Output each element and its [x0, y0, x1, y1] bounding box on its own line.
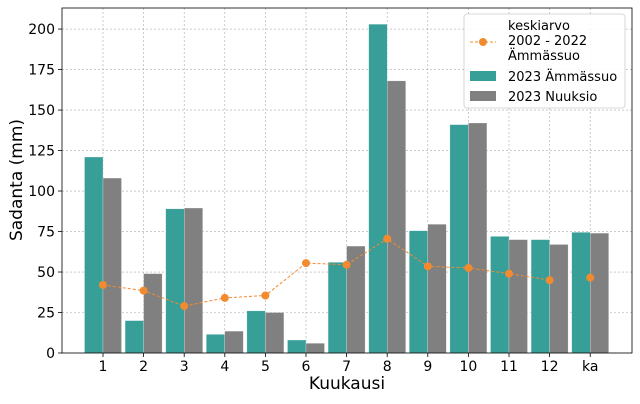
x-axis-label: Kuukausi: [309, 374, 385, 394]
legend-label-average-2: 2002 - 2022: [508, 34, 587, 49]
average-point: [586, 273, 595, 282]
average-point: [505, 269, 513, 278]
bar-nuuksio: [102, 177, 122, 354]
legend-swatch-nuuksio: [470, 91, 496, 101]
x-tick-label: 5: [261, 359, 270, 375]
y-tick-label: 100: [28, 184, 55, 200]
average-point: [139, 286, 148, 295]
bar-nuuksio: [265, 312, 285, 354]
legend-swatch-ammassuo: [470, 71, 496, 81]
bar-ammassuo: [409, 230, 428, 354]
average-point: [545, 276, 554, 285]
bar-ammassuo: [368, 23, 388, 354]
y-tick-label: 150: [28, 103, 55, 119]
legend-marker-swatch: [479, 38, 487, 46]
y-tick-label: 25: [37, 306, 55, 322]
y-tick-label: 175: [28, 63, 55, 79]
bar-ammassuo: [246, 310, 266, 354]
average-point: [383, 234, 392, 243]
legend-label-nuuksio: 2023 Nuuksio: [508, 90, 597, 105]
x-axis-ticks: 1 2 3 4 5 6 7 8 9 10 11 12 ka: [99, 353, 598, 375]
legend-label-average-3: Ämmässuo: [508, 48, 580, 64]
bar-ammassuo: [327, 262, 347, 354]
y-tick-label: 50: [37, 265, 55, 281]
bar-nuuksio: [590, 232, 609, 354]
x-tick-label: 9: [423, 359, 432, 375]
y-axis-ticks: 0 25 50 75 100 125 150 175 200: [28, 22, 62, 362]
bar-nuuksio: [143, 273, 163, 354]
legend: keskiarvo 2002 - 2022 Ämmässuo 2023 Ämmä…: [463, 13, 626, 109]
x-tick-label: 4: [220, 359, 229, 375]
x-tick-label: 10: [459, 359, 477, 375]
bar-nuuksio: [224, 330, 244, 354]
bar-nuuksio: [549, 244, 569, 354]
x-tick-label: 11: [500, 359, 518, 375]
bar-ammassuo: [84, 156, 104, 354]
x-tick-label: 6: [302, 359, 311, 375]
average-line: [99, 234, 595, 311]
y-tick-label: 75: [37, 225, 55, 241]
legend-label-average-1: keskiarvo: [508, 19, 570, 34]
x-tick-label: ka: [582, 359, 598, 375]
average-point: [423, 262, 432, 271]
average-point: [180, 302, 189, 311]
bar-nuuksio: [183, 207, 203, 354]
legend-label-ammassuo: 2023 Ämmässuo: [508, 69, 617, 85]
average-point: [99, 280, 107, 289]
average-point: [220, 293, 229, 302]
x-tick-label: 7: [342, 359, 351, 375]
bar-ammassuo: [530, 239, 550, 354]
bar-ammassuo: [571, 232, 591, 354]
bar-ammassuo: [449, 124, 469, 354]
bar-ammassuo: [490, 236, 510, 354]
bar-ammassuo: [165, 208, 185, 354]
average-point: [302, 259, 310, 268]
average-point: [464, 263, 473, 272]
bar-ammassuo: [287, 339, 307, 354]
bar-nuuksio: [508, 239, 528, 354]
y-tick-label: 200: [28, 22, 55, 38]
x-tick-label: 12: [541, 359, 559, 375]
y-tick-label: 0: [46, 346, 55, 362]
bar-ammassuo: [124, 320, 144, 354]
bar-ammassuo: [206, 334, 226, 354]
legend-frame: [463, 13, 626, 109]
y-axis-label: Sadanta (mm): [7, 119, 27, 241]
bar-nuuksio: [427, 224, 447, 354]
bar-nuuksio: [387, 80, 406, 354]
x-tick-label: 3: [180, 359, 189, 375]
y-tick-label: 125: [28, 144, 55, 160]
average-line-path: [102, 238, 550, 307]
bar-nuuksio: [468, 122, 488, 354]
average-point: [261, 291, 270, 300]
bars: [84, 23, 609, 354]
bar-nuuksio: [305, 343, 325, 354]
x-tick-label: 1: [99, 359, 108, 375]
x-tick-label: 8: [383, 359, 392, 375]
average-point: [342, 260, 351, 269]
x-tick-label: 2: [139, 359, 148, 375]
